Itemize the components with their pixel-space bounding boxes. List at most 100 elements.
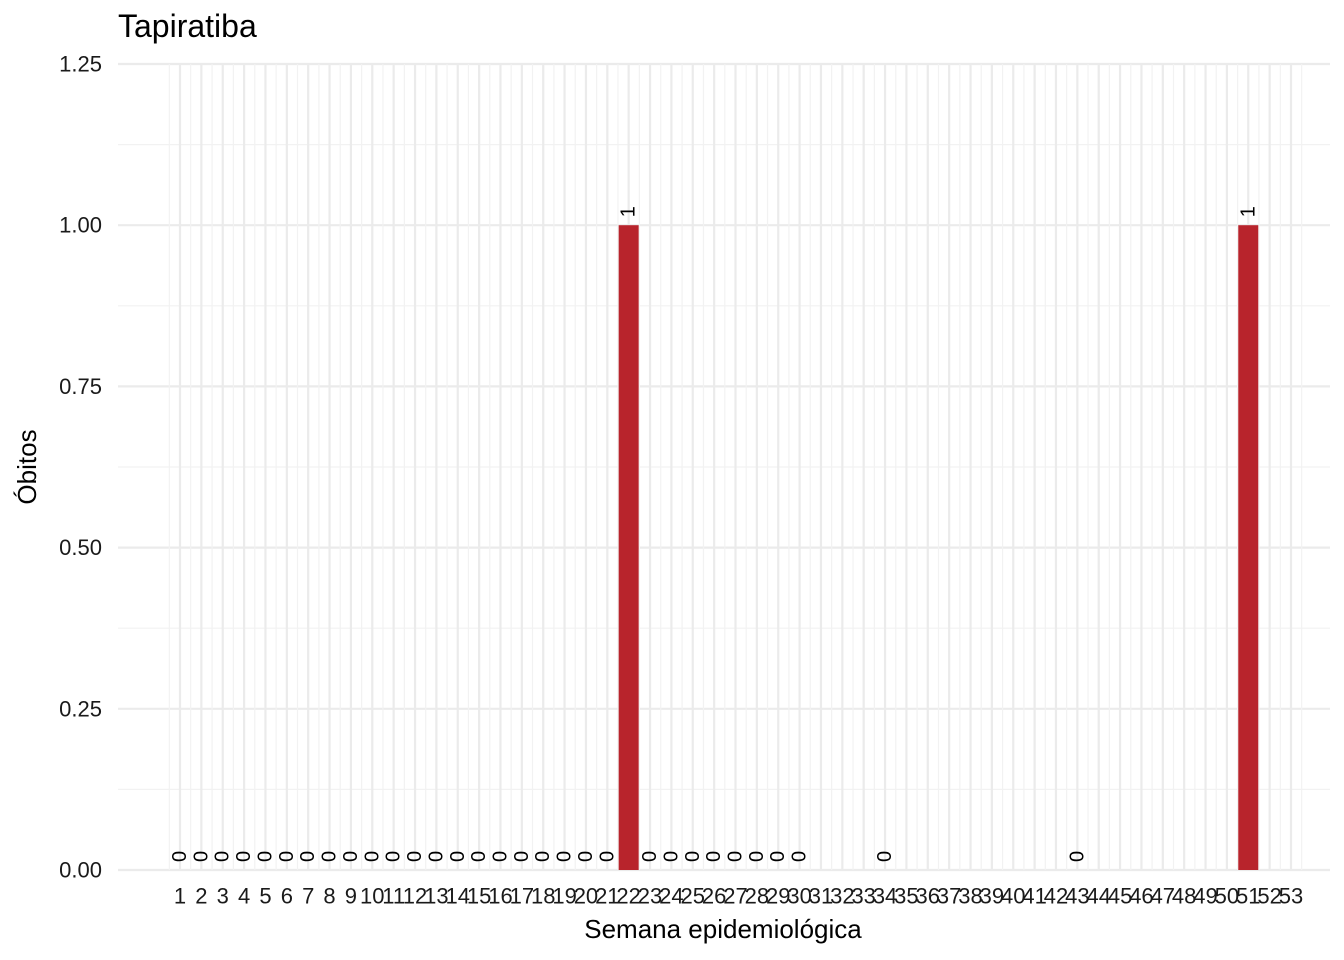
bar-value-label: 0	[383, 851, 405, 862]
bar-value-label: 0	[767, 851, 789, 862]
x-tick-label: 15	[467, 884, 491, 909]
x-tick-label: 20	[574, 884, 598, 909]
bar-value-label: 0	[468, 851, 490, 862]
x-tick-label: 14	[446, 884, 470, 909]
x-tick-label: 23	[638, 884, 662, 909]
x-tick-label: 51	[1236, 884, 1260, 909]
x-tick-label: 46	[1129, 884, 1153, 909]
x-tick-label: 52	[1257, 884, 1281, 909]
bar-value-label: 1	[618, 206, 640, 217]
bar-value-label: 0	[575, 851, 597, 862]
bar-value-label: 0	[874, 851, 896, 862]
bar-value-label: 0	[212, 851, 234, 862]
x-axis-title: Semana epidemiológica	[584, 914, 862, 944]
x-tick-label: 13	[424, 884, 448, 909]
bar	[618, 225, 639, 870]
x-tick-label: 35	[894, 884, 918, 909]
bar-value-label: 0	[233, 851, 255, 862]
x-tick-label: 42	[1044, 884, 1068, 909]
x-tick-label: 44	[1086, 884, 1110, 909]
x-tick-label: 41	[1022, 884, 1046, 909]
bar-value-label: 0	[639, 851, 661, 862]
bar-value-label: 0	[361, 851, 383, 862]
x-tick-label: 34	[873, 884, 897, 909]
x-tick-label: 4	[238, 884, 250, 909]
bar-value-label: 0	[789, 851, 811, 862]
x-tick-label: 19	[552, 884, 576, 909]
x-tick-label: 22	[616, 884, 640, 909]
x-tick-label: 49	[1193, 884, 1217, 909]
y-tick-label: 1.25	[59, 52, 102, 77]
x-tick-label: 33	[851, 884, 875, 909]
x-tick-label: 32	[830, 884, 854, 909]
x-tick-label: 43	[1065, 884, 1089, 909]
bar-value-label: 0	[190, 851, 212, 862]
bar-value-label: 0	[489, 851, 511, 862]
x-tick-label: 9	[345, 884, 357, 909]
x-tick-label: 1	[174, 884, 186, 909]
x-tick-label: 38	[958, 884, 982, 909]
bars	[618, 225, 1259, 870]
x-tick-label: 12	[403, 884, 427, 909]
x-tick-label: 21	[595, 884, 619, 909]
grid-lines	[118, 62, 1330, 872]
bar-value-label: 1	[1237, 206, 1259, 217]
bar-value-label: 0	[746, 851, 768, 862]
x-tick-label: 30	[787, 884, 811, 909]
x-tick-label: 11	[382, 884, 405, 909]
chart-title: Tapiratiba	[118, 8, 257, 44]
x-tick-label: 37	[937, 884, 961, 909]
bar-value-label: 0	[511, 851, 533, 862]
x-axis-ticks: 1 2 3 4 5 6 7 8 9 1011121314151617181920212223242…	[174, 884, 1303, 909]
y-tick-label: 1.00	[59, 213, 102, 238]
x-tick-label: 25	[681, 884, 705, 909]
bar-value-label: 0	[404, 851, 426, 862]
bar-value-label: 0	[596, 851, 618, 862]
x-tick-label: 26	[702, 884, 726, 909]
y-tick-label: 0.50	[59, 535, 102, 560]
x-tick-label: 2	[195, 884, 207, 909]
y-axis-ticks: 0.00 0.25 0.50 0.75 1.00 1.25	[59, 52, 102, 883]
bar-value-label: 0	[297, 851, 319, 862]
bar-labels: 0 0 0 0 0 0 0 0 0 0 0 0 0 0 0 0 0 0 0 0 010 0 0 0 0 0 0 0 0 01	[169, 206, 1259, 862]
bar-value-label: 0	[254, 851, 276, 862]
bar-value-label: 0	[725, 851, 747, 862]
x-tick-label: 48	[1172, 884, 1196, 909]
bar-value-label: 0	[425, 851, 447, 862]
x-tick-label: 27	[723, 884, 747, 909]
x-tick-label: 45	[1108, 884, 1132, 909]
bar-value-label: 0	[169, 851, 191, 862]
x-tick-label: 7	[302, 884, 314, 909]
bar-value-label: 0	[660, 851, 682, 862]
bar-value-label: 0	[532, 851, 554, 862]
bar-value-label: 0	[276, 851, 298, 862]
x-tick-label: 50	[1215, 884, 1239, 909]
bar	[1238, 225, 1259, 870]
x-tick-label: 3	[217, 884, 229, 909]
x-tick-label: 5	[259, 884, 271, 909]
x-tick-label: 53	[1279, 884, 1303, 909]
bar-value-label: 0	[340, 851, 362, 862]
x-tick-label: 36	[916, 884, 940, 909]
bar-value-label: 0	[554, 851, 576, 862]
x-tick-label: 16	[488, 884, 512, 909]
bar-value-label: 0	[447, 851, 469, 862]
bar-value-label: 0	[1066, 851, 1088, 862]
x-tick-label: 24	[659, 884, 683, 909]
x-tick-label: 18	[531, 884, 555, 909]
x-tick-label: 31	[809, 884, 833, 909]
x-tick-label: 39	[980, 884, 1004, 909]
y-tick-label: 0.75	[59, 374, 102, 399]
y-tick-label: 0.25	[59, 696, 102, 721]
x-tick-label: 29	[766, 884, 790, 909]
x-tick-label: 28	[745, 884, 769, 909]
bar-value-label: 0	[319, 851, 341, 862]
bar-value-label: 0	[703, 851, 725, 862]
bar-value-label: 0	[682, 851, 704, 862]
x-tick-label: 40	[1001, 884, 1025, 909]
x-tick-label: 10	[360, 884, 384, 909]
y-axis-title: Óbitos	[12, 429, 42, 504]
x-tick-label: 17	[510, 884, 534, 909]
x-tick-label: 8	[323, 884, 335, 909]
